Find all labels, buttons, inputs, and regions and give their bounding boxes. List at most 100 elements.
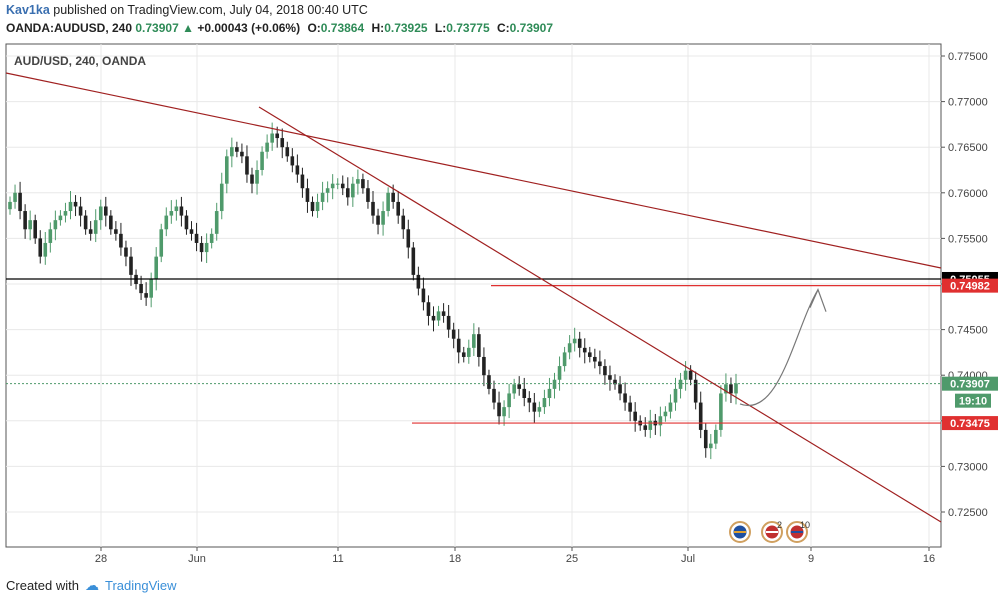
candle-body <box>416 274 421 289</box>
candle-body <box>320 192 325 202</box>
high-label: H: <box>371 21 385 35</box>
candle-body <box>351 183 355 198</box>
candle-body <box>53 220 58 230</box>
candle-body <box>189 229 194 234</box>
candle-body <box>224 156 229 184</box>
candle-body <box>673 388 678 403</box>
price-label-box <box>942 416 998 431</box>
candle-body <box>250 174 254 184</box>
candle-body <box>114 229 118 234</box>
plot-area[interactable] <box>5 43 942 548</box>
candle-body <box>441 311 446 316</box>
candle-body <box>537 407 542 412</box>
candle-body <box>149 279 153 298</box>
candle-body <box>109 215 113 230</box>
x-tick-label: 28 <box>95 553 107 565</box>
candles <box>8 122 738 460</box>
candle-body <box>33 220 38 239</box>
created-with-label: Created with <box>6 578 79 593</box>
candle-body <box>683 370 688 380</box>
candle-body <box>154 256 159 280</box>
candle-body <box>214 211 219 234</box>
candle-body <box>204 242 209 253</box>
high-value: 0.73925 <box>384 21 428 35</box>
candle-body <box>361 179 365 189</box>
candle-body <box>401 215 406 230</box>
candle-body <box>371 201 375 216</box>
y-tick-label: 0.74500 <box>948 325 988 337</box>
candle-body <box>93 220 98 234</box>
candle-body <box>8 201 12 210</box>
candle-body <box>340 183 345 189</box>
candle-body <box>43 242 48 257</box>
candle-body <box>83 215 88 230</box>
candle-body <box>280 138 285 148</box>
up-arrow-icon: ▲ <box>182 21 194 35</box>
x-tick-label: 16 <box>923 553 935 565</box>
candle-body <box>18 192 22 212</box>
candle-body <box>582 347 587 353</box>
candle-body <box>436 311 441 321</box>
candle-body <box>38 238 43 257</box>
candle-body <box>275 133 280 139</box>
candle-body <box>426 302 431 316</box>
candle-body <box>245 156 249 175</box>
horizontal-levels <box>6 278 941 424</box>
candle-body <box>325 188 330 193</box>
candle-body <box>356 179 360 184</box>
event-count-badge: 2 <box>777 520 782 530</box>
candle-body <box>598 361 602 367</box>
candle-body <box>381 211 385 225</box>
candle-body <box>719 393 723 430</box>
candle-body <box>482 356 486 376</box>
candle-body <box>305 188 310 202</box>
candle-body <box>557 366 562 380</box>
candle-body <box>376 215 380 225</box>
candle-body <box>456 338 461 353</box>
low-value: 0.73775 <box>446 21 490 35</box>
candle-body <box>542 398 547 408</box>
last-price: 0.73907 <box>135 21 179 35</box>
price-label-text: 0.73907 <box>950 379 990 391</box>
candle-body <box>587 352 592 357</box>
candle-body <box>693 379 698 403</box>
candle-body <box>295 165 300 175</box>
candle-body <box>139 284 143 294</box>
candle-body <box>698 402 703 430</box>
x-tick-label: 18 <box>449 553 461 565</box>
event-flag-stripe-icon <box>791 531 803 533</box>
candle-body <box>260 151 264 170</box>
candle-body <box>633 411 637 421</box>
candle-body <box>708 443 713 449</box>
x-tick-label: 25 <box>566 553 578 565</box>
candle-body <box>729 384 733 394</box>
candle-body <box>567 343 572 353</box>
price-label-box <box>942 278 998 293</box>
candle-body <box>572 338 577 344</box>
candle-body <box>73 201 78 207</box>
price-axis[interactable]: 0.775000.770000.765000.760000.755000.750… <box>941 51 998 519</box>
close-value: 0.73907 <box>509 21 554 35</box>
candle-body <box>734 383 738 394</box>
candle-body <box>255 170 259 184</box>
candle-body <box>461 352 466 357</box>
event-icons[interactable]: 2 10 <box>729 520 810 543</box>
candle-body <box>184 215 189 230</box>
tradingview-link[interactable]: TradingView <box>104 578 177 593</box>
candle-body <box>487 375 491 389</box>
candle-body <box>290 156 295 166</box>
x-tick-label: Jun <box>188 553 206 565</box>
candle-body <box>330 183 335 189</box>
author-link[interactable]: Kav1ka <box>6 3 50 17</box>
candle-body <box>618 384 622 394</box>
chart-title: AUD/USD, 240, OANDA <box>14 54 146 68</box>
publish-info: Kav1ka published on TradingView.com, Jul… <box>6 3 368 17</box>
candle-body <box>310 201 315 212</box>
candle-body <box>103 206 108 216</box>
candle-body <box>472 334 476 348</box>
candle-body <box>129 256 133 275</box>
time-axis[interactable]: 28 Jun 11 18 25 Jul 9 16 <box>95 547 935 565</box>
tradingview-logo-icon[interactable]: ☁ <box>84 577 99 593</box>
event-flag-stripe-icon <box>734 531 746 533</box>
